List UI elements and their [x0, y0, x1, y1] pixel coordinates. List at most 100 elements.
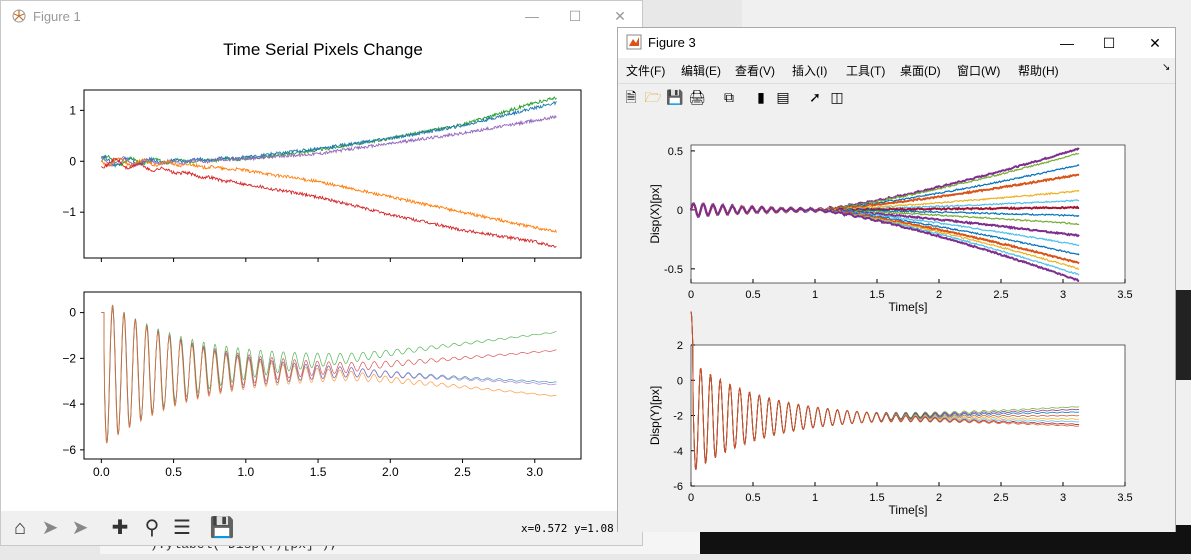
menu-edit[interactable]: 编辑(E) [681, 64, 721, 78]
plot-frame [83, 89, 582, 259]
background-image-strip [1176, 290, 1191, 380]
y-axis-label: Disp(Y)[px] [648, 386, 662, 445]
x-tick-label: 1.5 [310, 465, 327, 479]
x-tick-label: 3.5 [1117, 492, 1132, 504]
x-tick-label: 2 [936, 289, 942, 301]
x-tick-label: 0 [688, 492, 694, 504]
series-line [101, 96, 557, 167]
series-line [101, 157, 557, 233]
close-button[interactable]: ✕ [1149, 35, 1161, 51]
series-line [101, 157, 557, 248]
print-icon[interactable]: 🖨 [688, 89, 706, 105]
x-tick-label: 1.5 [869, 492, 884, 504]
x-axis-label: Time[s] [889, 300, 928, 314]
y-tick-label: -0.5 [664, 264, 683, 276]
x-tick-label: 1 [812, 289, 818, 301]
x-tick-label: 2.5 [993, 492, 1008, 504]
minimize-button[interactable]: — [1060, 35, 1074, 51]
series-line [690, 311, 1080, 470]
matplotlib-logo-icon [12, 9, 26, 23]
pointer-icon[interactable]: ➚ [809, 89, 821, 105]
menu-desktop[interactable]: 桌面(D) [900, 64, 941, 78]
top-axes: −1 0 1 [62, 89, 582, 262]
series-line [690, 202, 1080, 282]
y-tick-label: 0 [69, 154, 76, 168]
zoom-icon[interactable]: ⚲ [144, 517, 160, 539]
x-tick-label: 1 [812, 492, 818, 504]
copy-figure-icon[interactable]: ⧉ [724, 89, 734, 105]
figure3-canvas[interactable]: -0.5 0 0.5 0 0.5 1 1.5 2 2.5 3 3.5 Time[s] Disp(X)[p… [618, 112, 1175, 532]
pan-icon[interactable]: ✚ [111, 517, 129, 539]
y-tick-label: −1 [62, 205, 76, 219]
y-tick-label: −4 [62, 397, 76, 411]
figure1-canvas[interactable]: Time Serial Pixels Change −1 0 1 −6 −4 −2 0 0.… [1, 31, 642, 511]
bottom-axes: −6 −4 −2 0 0.0 0.5 1.0 1.5 2.0 2.5 3.0 [62, 291, 582, 479]
series-line [100, 101, 557, 168]
y-tick-label: 0 [677, 205, 683, 217]
x-tick-label: 2 [936, 492, 942, 504]
dock-arrow-icon[interactable]: ↘ [1162, 62, 1171, 73]
new-icon[interactable]: 🗎 [625, 89, 637, 105]
back-icon[interactable]: ➤ [41, 517, 59, 539]
x-tick-label: 0.5 [745, 492, 760, 504]
y-axis-label: Disp(X)[px] [648, 184, 662, 243]
figure1-titlebar[interactable]: Figure 1 — ☐ ✕ [1, 1, 642, 31]
x-tick-label: 0.5 [745, 289, 760, 301]
menu-window[interactable]: 窗口(W) [957, 64, 1001, 78]
figure1-window: Figure 1 — ☐ ✕ Time Serial Pixels Change… [0, 0, 643, 546]
x-tick-label: 3 [1060, 492, 1066, 504]
forward-icon[interactable]: ➤ [71, 517, 89, 539]
x-tick-label: 2.5 [993, 289, 1008, 301]
x-tick-label: 3 [1060, 289, 1066, 301]
configure-icon[interactable]: ☰ [173, 517, 191, 539]
x-tick-label: 0 [688, 289, 694, 301]
close-button[interactable]: ✕ [614, 8, 626, 24]
coordinates-readout: x=0.572 y=1.08 [521, 522, 614, 535]
matplotlib-toolbar: ⌂ ➤ ➤ ✚ ⚲ ☰ 💾 x=0.572 y=1.08 [1, 511, 642, 545]
menu-tools[interactable]: 工具(T) [846, 64, 886, 78]
maximize-button[interactable]: ☐ [568, 8, 582, 24]
menu-bar: 文件(F) 编辑(E) 查看(V) 插入(I) 工具(T) 桌面(D) 窗口(W… [618, 59, 1175, 81]
x-tick-label: 3.0 [526, 465, 543, 479]
x-tick-label: 0.5 [165, 465, 182, 479]
x-tick-label: 1.5 [869, 289, 884, 301]
property-icon[interactable]: ◫ [830, 89, 844, 105]
colorbar-icon[interactable]: ▮ [757, 89, 765, 105]
figure3-title: Figure 3 [648, 35, 696, 50]
y-tick-label: -6 [673, 481, 683, 493]
y-tick-label: 1 [69, 103, 76, 117]
menu-view[interactable]: 查看(V) [735, 64, 775, 78]
x-tick-label: 2.5 [454, 465, 471, 479]
menu-file[interactable]: 文件(F) [626, 64, 666, 78]
figure3-window: Figure 3 — ☐ ✕ 文件(F) 编辑(E) 查看(V) 插入(I) 工… [617, 27, 1176, 532]
figure1-title: Figure 1 [33, 9, 81, 24]
y-tick-label: 2 [677, 340, 683, 352]
y-tick-label: 0.5 [668, 146, 683, 158]
y-tick-label: −2 [62, 351, 76, 365]
y-tick-label: 0 [69, 306, 76, 320]
series-line [101, 304, 557, 444]
x-tick-label: 1.0 [237, 465, 254, 479]
save-icon[interactable]: 💾 [209, 517, 235, 539]
legend-icon[interactable]: ▤ [776, 89, 790, 105]
home-icon[interactable]: ⌂ [13, 517, 27, 539]
minimize-button[interactable]: — [525, 8, 539, 24]
x-disp-axes: -0.5 0 0.5 0 0.5 1 1.5 2 2.5 3 3.5 Time[s] Disp(X)[p… [648, 144, 1133, 314]
chart-title: Time Serial Pixels Change [223, 40, 423, 59]
y-tick-label: -2 [673, 411, 683, 423]
y-tick-label: −6 [62, 443, 76, 457]
menu-insert[interactable]: 插入(I) [792, 64, 828, 78]
series-line [101, 114, 557, 168]
y-tick-label: 0 [677, 375, 683, 387]
y-disp-axes: -6 -4 -2 0 2 0 0.5 1 1.5 2 2.5 3 3.5 Time[s] Disp(Y)[p… [648, 311, 1133, 517]
maximize-button[interactable]: ☐ [1102, 35, 1116, 51]
x-axis-label: Time[s] [889, 503, 928, 517]
y-tick-label: -4 [673, 446, 683, 458]
open-icon[interactable]: 🗁 [644, 89, 662, 105]
save-icon[interactable]: 💾 [666, 89, 684, 105]
x-tick-label: 0.0 [93, 465, 110, 479]
figure3-toolbar: 🗎 🗁 💾 🖨 ⧉ ▮ ▤ ➚ ◫ [618, 83, 1175, 113]
x-tick-label: 2.0 [382, 465, 399, 479]
menu-help[interactable]: 帮助(H) [1018, 64, 1059, 78]
figure3-titlebar[interactable]: Figure 3 — ☐ ✕ [618, 28, 1175, 58]
